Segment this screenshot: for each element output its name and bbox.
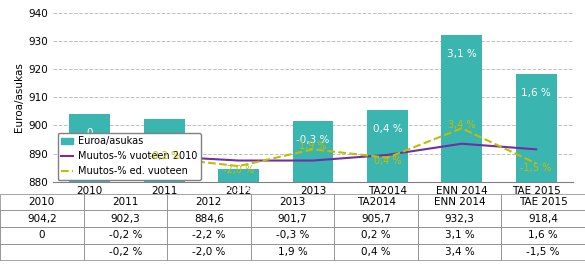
Text: -0,3 %: -0,3 % xyxy=(296,135,330,145)
Bar xyxy=(441,35,482,182)
Bar xyxy=(218,169,259,182)
Text: -0,2 %: -0,2 % xyxy=(147,133,181,143)
Bar xyxy=(292,121,333,182)
Text: 3,1 %: 3,1 % xyxy=(447,49,477,59)
Text: -1,5 %: -1,5 % xyxy=(521,163,552,172)
Legend: Euroa/asukas, Muutos-% vuoteen 2010, Muutos-% ed. vuoteen: Euroa/asukas, Muutos-% vuoteen 2010, Muu… xyxy=(57,132,201,180)
Bar xyxy=(515,74,556,182)
Text: 0: 0 xyxy=(87,128,93,138)
Text: -2,2 %: -2,2 % xyxy=(222,183,255,193)
Text: -0,2 %: -0,2 % xyxy=(149,151,180,161)
Bar xyxy=(144,119,185,182)
Y-axis label: Euroa/asukas: Euroa/asukas xyxy=(14,62,24,132)
Text: 1,9 %: 1,9 % xyxy=(299,141,327,151)
Text: 0,4 %: 0,4 % xyxy=(373,124,402,134)
Text: 3,4 %: 3,4 % xyxy=(448,120,476,130)
Text: -2,0 %: -2,0 % xyxy=(223,164,254,175)
Text: 0,4 %: 0,4 % xyxy=(374,156,401,166)
Text: 1,6 %: 1,6 % xyxy=(521,88,551,98)
Bar xyxy=(367,109,408,182)
Bar xyxy=(70,114,111,182)
